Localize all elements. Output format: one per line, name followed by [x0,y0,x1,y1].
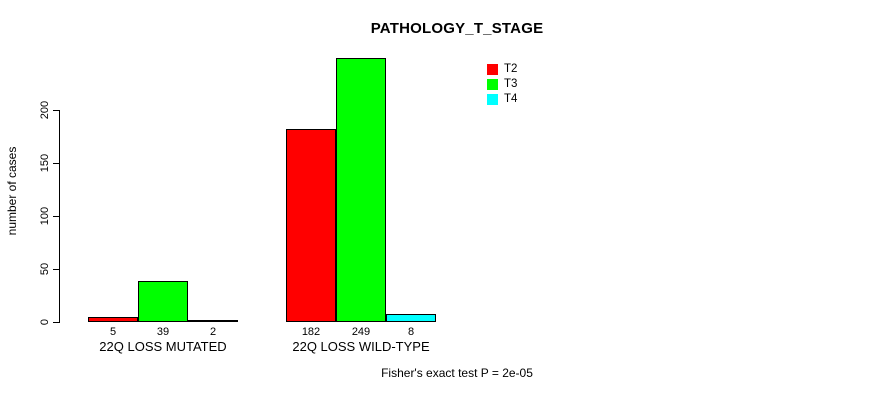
bar-value-label: 5 [109,326,117,338]
legend-label-t2: T2 [504,62,518,75]
category-label-22q-loss-wild-type: 22Q LOSS WILD-TYPE [292,339,430,354]
y-axis-tick-label: 150 [39,153,51,173]
y-axis-tick [53,110,59,111]
bar-t3-22q-loss-mutated [138,281,188,322]
y-axis-tick-label: 200 [39,100,51,120]
plot-area: 0 50 100 150 200 5 39 2 22Q LOSS MUTATED 182 249 8 2… [39,40,500,370]
y-axis-tick [53,163,59,164]
y-axis-tick-label: 0 [39,318,51,326]
bar-t2-22q-loss-mutated [88,317,138,322]
y-axis-tick-label: 50 [39,262,51,276]
legend-label-t3: T3 [504,77,518,90]
y-axis-tick-label: 100 [39,206,51,226]
bar-t2-22q-loss-wild-type [286,129,336,322]
legend: T2 T3 T4 [487,62,517,107]
legend-item-t3: T3 [487,77,517,92]
y-axis-tick [53,216,59,217]
legend-label-t4: T4 [504,92,518,105]
y-axis-label: number of cases [5,146,19,236]
legend-swatch-t2 [487,64,498,75]
bar-value-label: 2 [209,326,217,338]
legend-item-t4: T4 [487,92,517,107]
bar-value-label: 182 [301,326,321,338]
category-label-22q-loss-mutated: 22Q LOSS MUTATED [99,339,227,354]
bar-t3-22q-loss-wild-type [336,58,386,322]
y-axis-tick [53,269,59,270]
legend-swatch-t4 [487,94,498,105]
annotation-text: Fisher's exact test P = 2e-05 [381,366,533,380]
bar-value-label: 8 [407,326,415,338]
bar-value-label: 39 [156,326,170,338]
y-axis-line [59,110,60,323]
bar-t4-22q-loss-mutated [188,320,238,322]
bar-t4-22q-loss-wild-type [386,314,436,322]
chart-title: PATHOLOGY_T_STAGE [370,20,544,37]
y-axis-tick [53,322,59,323]
legend-item-t2: T2 [487,62,517,77]
legend-swatch-t3 [487,79,498,90]
bar-value-label: 249 [351,326,371,338]
